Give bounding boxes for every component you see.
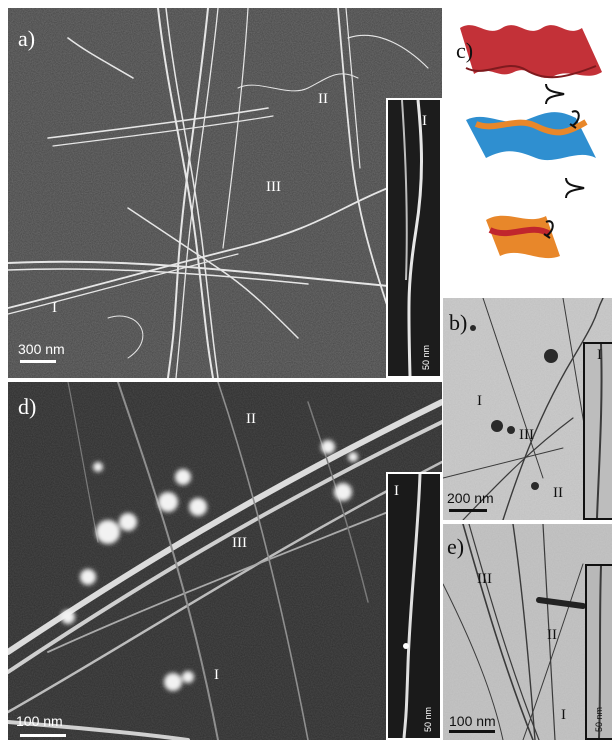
panel-d-label: d) xyxy=(18,394,37,419)
panel-a-label: a) xyxy=(18,26,36,51)
panel-d-marker-ii: II xyxy=(246,411,256,427)
panel-a-inset-scale-label: 50 nm xyxy=(421,344,431,370)
panel-d-marker-i: I xyxy=(214,667,219,683)
panel-c-label: c) xyxy=(456,38,474,63)
panel-d-sem-image: d) II III I 100 nm I 50 nm xyxy=(8,382,442,740)
panel-d-fibrils xyxy=(8,382,442,740)
panel-a-fibrils xyxy=(8,8,442,378)
panel-d-inset-fibril xyxy=(402,474,422,738)
panel-a-scale-label: 300 nm xyxy=(18,341,65,357)
panel-a-sem-image: a) II III I 300 nm I 50 nm xyxy=(8,8,442,378)
panel-d-scale-label: 100 nm xyxy=(16,713,63,729)
panel-e-inset-scale-label: 50 nm xyxy=(594,706,604,732)
panel-e-marker-i: I xyxy=(561,707,566,723)
panel-d-inset: I 50 nm xyxy=(386,472,442,740)
panel-a-marker-iii: III xyxy=(266,179,281,195)
panel-b-scale-bar xyxy=(449,509,487,512)
panel-b-marker-i: I xyxy=(477,393,482,409)
panel-a-marker-i: I xyxy=(52,300,57,316)
panel-d-inset-scale-label: 50 nm xyxy=(423,706,433,732)
panel-e-inset-fibril xyxy=(598,566,602,738)
panel-b-label: b) xyxy=(449,310,468,335)
panel-e-label: e) xyxy=(447,534,465,559)
panel-e-marker-ii: II xyxy=(547,627,557,643)
panel-a-marker-ii: II xyxy=(318,91,328,107)
panel-b-inset: I xyxy=(583,342,612,520)
panel-c-ribbons xyxy=(460,25,602,259)
panel-d-marker-iii: III xyxy=(232,535,247,551)
panel-d-scale-bar xyxy=(20,734,66,737)
panel-b-tem-image: b) I III II 200 nm I xyxy=(443,298,612,520)
panel-e-tem-image: e) III II I 100 nm 50 nm xyxy=(443,524,612,740)
panel-b-inset-marker: I xyxy=(597,347,602,363)
panel-e-scale-label: 100 nm xyxy=(449,713,496,729)
panel-b-marker-iii: III xyxy=(519,427,534,443)
panel-c-schematic: c) xyxy=(446,8,612,296)
panel-d-inset-marker: I xyxy=(394,483,399,499)
panel-a-inset-fibril xyxy=(401,100,423,376)
panel-e-marker-iii: III xyxy=(477,571,492,587)
panel-b-marker-ii: II xyxy=(553,485,563,501)
panel-e-inset: 50 nm xyxy=(585,564,612,740)
panel-a-inset: I 50 nm xyxy=(386,98,442,378)
panel-b-scale-label: 200 nm xyxy=(447,490,494,506)
panel-b-inset-fibril xyxy=(596,344,603,518)
panel-e-scale-bar xyxy=(449,730,495,733)
panel-a-inset-marker: I xyxy=(422,113,427,129)
panel-a-scale-bar xyxy=(20,360,56,363)
panel-e-fibrils xyxy=(443,524,612,740)
